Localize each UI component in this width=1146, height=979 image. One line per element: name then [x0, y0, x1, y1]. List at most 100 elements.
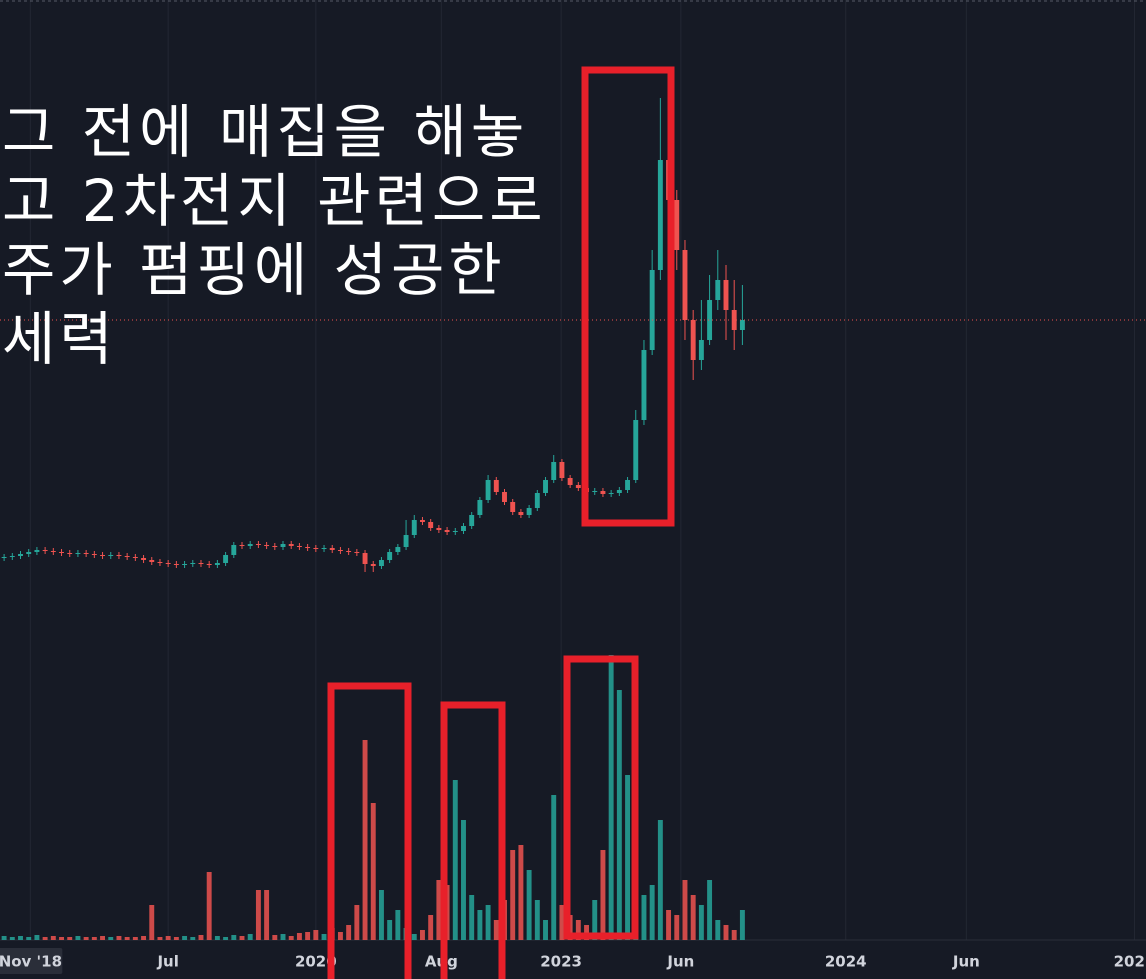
volume-bar: [666, 910, 672, 940]
candle-body: [493, 480, 499, 492]
candle-body: [272, 546, 278, 547]
candle-body: [149, 560, 155, 562]
volume-bar: [108, 937, 114, 940]
volume-bar: [510, 850, 516, 940]
candle-body: [731, 310, 737, 330]
volume-bar: [354, 905, 360, 940]
candle-body: [206, 564, 212, 565]
candle-body: [625, 480, 631, 490]
x-tick-label: 2020: [295, 953, 337, 971]
volume-bar: [444, 885, 450, 940]
x-tick-label: Nov '18: [0, 953, 62, 971]
volume-bar: [149, 905, 155, 940]
volume-bar: [420, 930, 425, 940]
candle-body: [436, 528, 442, 530]
candle-body: [231, 545, 237, 555]
volume-bar: [682, 880, 688, 940]
annotation-line: 주가 펌핑에 성공한: [2, 236, 506, 304]
volume-bar: [616, 690, 622, 940]
volume-bar: [337, 932, 343, 940]
volume-bar: [575, 920, 581, 940]
candle-body: [666, 160, 672, 200]
volume-bar: [26, 937, 32, 940]
volume-bar: [75, 936, 81, 940]
volume-bar: [436, 880, 442, 940]
candle-body: [100, 555, 106, 556]
candle-body: [26, 552, 32, 554]
candle-body: [477, 500, 483, 515]
x-tick-label: Jun: [952, 953, 980, 971]
volume-bar: [395, 910, 401, 940]
candle-body: [223, 555, 229, 563]
volume-bar: [641, 895, 647, 940]
volume-bar: [707, 880, 713, 940]
volume-bar: [280, 934, 286, 940]
candle-body: [411, 520, 417, 535]
volume-bar: [124, 937, 130, 940]
x-tick-label: Aug: [425, 953, 458, 971]
volume-bar: [428, 915, 434, 940]
volume-bar: [18, 936, 23, 940]
volume-bar: [247, 934, 253, 940]
volume-bar: [600, 850, 606, 940]
volume-bar: [190, 937, 196, 940]
candle-body: [551, 462, 557, 480]
candle-body: [75, 553, 81, 554]
candle-body: [534, 493, 540, 508]
candle-body: [444, 530, 450, 532]
candle-body: [543, 480, 548, 493]
volume-bar: [206, 872, 212, 940]
candle-body: [682, 250, 688, 320]
volume-bar: [690, 895, 696, 940]
candle-body: [108, 555, 114, 556]
volume-bar: [264, 890, 270, 940]
volume-bar: [198, 935, 204, 940]
candle-body: [182, 564, 188, 565]
candle-body: [739, 320, 745, 330]
volume-bar: [305, 932, 311, 940]
candle-body: [42, 550, 48, 551]
volume-bar: [370, 803, 376, 940]
volume-bar: [731, 930, 737, 940]
candle-body: [469, 515, 475, 526]
candle-body: [723, 280, 729, 310]
volume-bar: [493, 920, 499, 940]
candle-body: [141, 558, 147, 560]
volume-bar: [313, 930, 319, 940]
candle-body: [18, 554, 23, 556]
volume-bar: [403, 928, 409, 940]
volume-bar: [116, 936, 122, 940]
candle-body: [403, 535, 409, 547]
annotation: 그 전에 매집을 해놓 고 2차전지 관련으로 주가 펌핑에 성공한 세력: [2, 98, 547, 374]
candle-body: [239, 545, 245, 546]
candle-body: [288, 544, 294, 546]
candle-body: [321, 548, 327, 549]
tick-highlight: [0, 948, 63, 974]
volume-bar: [288, 936, 294, 940]
candle-body: [518, 512, 524, 515]
volume-bar: [411, 934, 417, 940]
candle-body: [502, 492, 507, 502]
volume-bar: [83, 937, 89, 940]
volume-bar: [469, 895, 475, 940]
volume-bar: [567, 915, 573, 940]
x-tick-label: Jul: [156, 953, 178, 971]
candle-body: [428, 522, 434, 528]
volume-bar: [346, 925, 352, 940]
candle-body: [608, 493, 614, 494]
candle-body: [264, 545, 270, 546]
volume-bar: [477, 910, 483, 940]
candle-body: [165, 563, 171, 564]
candle-body: [395, 547, 401, 552]
volume-bar: [214, 936, 220, 940]
x-tick-label: Jun: [666, 953, 694, 971]
volume-bar: [698, 905, 704, 940]
candle-body: [510, 502, 516, 512]
volume-bar: [526, 870, 532, 940]
candle-body: [526, 508, 532, 515]
candle-body: [9, 556, 15, 557]
volume-bar: [657, 820, 663, 940]
volume-bar: [223, 937, 229, 940]
volume-bar: [182, 936, 188, 940]
